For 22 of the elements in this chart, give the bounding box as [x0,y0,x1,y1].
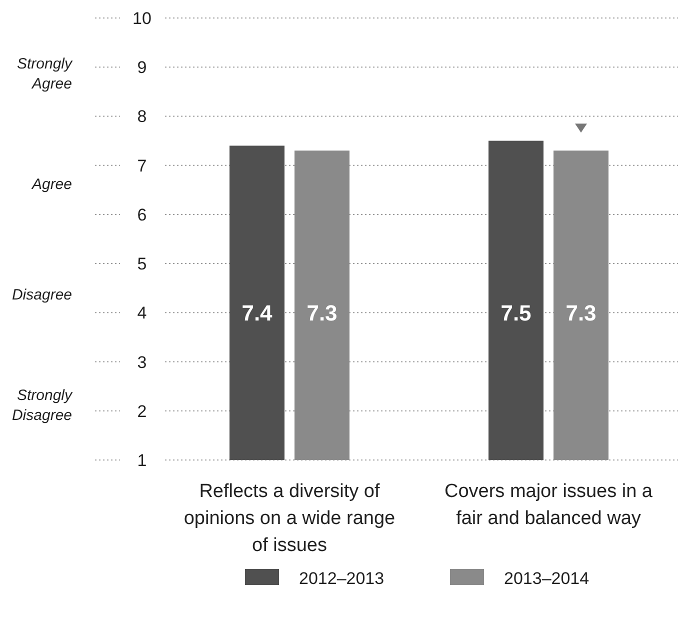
x-tick-label: Reflects a diversity of opinions on a wide range of issues [184,481,396,556]
text: Disagree [12,286,72,304]
legend-label: 2013–2014 [504,569,590,588]
text: Strongly Agree [16,55,74,92]
y-tick-label: 10 [132,9,152,28]
y-tick-label: 8 [137,107,147,126]
data-label: 7.5 [500,300,532,326]
y-tick-label: 5 [137,254,147,274]
x-tick-label: Covers major issues in a fair and balanced way [444,481,653,529]
text: Strongly Disagree [12,386,74,424]
y-tick-label: 2 [137,402,147,421]
data-label: 7.3 [306,300,338,326]
data-label: 7.3 [566,300,596,326]
data-label: 7.4 [242,300,274,326]
y-tick-label: 9 [137,58,147,78]
text: Agree [30,176,72,193]
y-tick-label: 6 [137,205,147,224]
y-tick-label: 7 [137,156,147,176]
y-tick-label: 1 [137,451,147,470]
legend-label: 2012–2013 [299,569,384,588]
y-tick-label: 4 [137,304,147,323]
y-tick-label: 3 [137,352,147,372]
